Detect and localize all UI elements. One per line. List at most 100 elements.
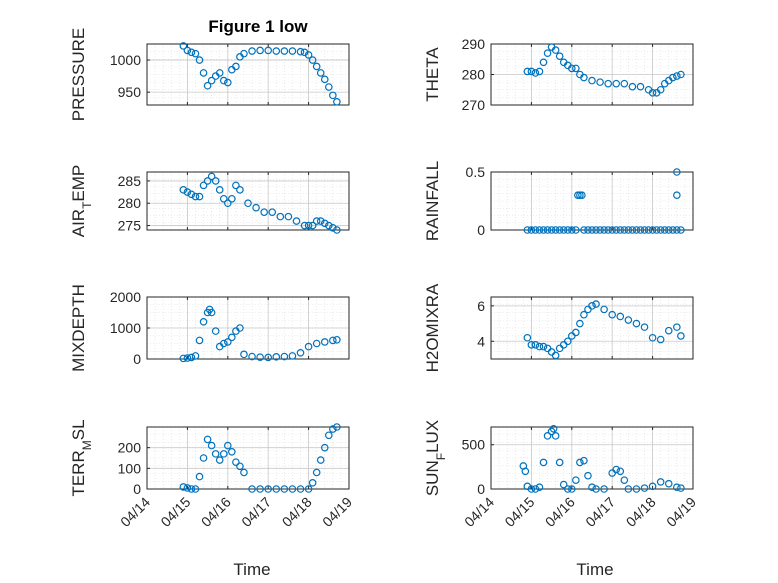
data-point [523, 333, 532, 342]
data-point [308, 478, 317, 487]
data-point [264, 485, 273, 493]
data-point [292, 217, 301, 225]
data-point [179, 354, 188, 363]
data-point [312, 217, 321, 225]
data-point [333, 335, 341, 344]
data-point [316, 456, 325, 464]
data-point [563, 337, 572, 346]
data-point [228, 333, 236, 342]
data-point [320, 443, 329, 452]
data-point [316, 217, 325, 225]
data-point [673, 168, 681, 176]
data-point [207, 76, 216, 85]
data-point [252, 203, 260, 212]
data-point [304, 342, 313, 351]
data-point [211, 177, 220, 185]
data-point [187, 48, 196, 57]
data-point [656, 478, 665, 486]
x-tick-label: 04/17 [238, 494, 274, 530]
data-point [203, 81, 212, 90]
data-point [588, 302, 596, 310]
data-point [596, 78, 604, 86]
data-point [527, 67, 536, 76]
data-point [288, 485, 297, 493]
x-axis-label-left: Time [233, 560, 270, 579]
data-point [648, 226, 657, 234]
data-point [244, 199, 252, 208]
data-point [612, 226, 621, 234]
data-point [195, 56, 204, 64]
subplot-h2omixra: 4 6 H2OMIXRA [423, 283, 694, 372]
data-point [191, 352, 200, 360]
data-point [572, 226, 580, 234]
data-point [604, 79, 612, 88]
data-point [329, 425, 337, 433]
y-tick-label: 270 [462, 97, 486, 113]
data-point [207, 172, 216, 181]
subplot-sun: 04/14 04/15 04/16 04/17 04/18 04/19 0 500 SUNFLU… [423, 420, 699, 530]
data-point [523, 226, 532, 234]
subplot-theta: 270 280 290 THETA [423, 36, 694, 113]
data-point [535, 226, 544, 234]
data-point [628, 226, 637, 234]
data-point [616, 226, 625, 234]
data-point [187, 190, 196, 199]
data-point [656, 226, 665, 234]
data-point [668, 226, 677, 234]
axes-box [490, 296, 694, 360]
data-point [312, 468, 321, 477]
y-tick-label: 4 [477, 333, 485, 349]
x-tick-label: 04/15 [501, 494, 537, 530]
x-tick-label: 04/15 [157, 494, 193, 530]
data-point [648, 333, 657, 342]
data-point [596, 226, 604, 234]
y-tick-label: 280 [462, 67, 486, 83]
y-axis-label: PRESSURE [69, 28, 88, 122]
data-point [228, 194, 236, 203]
data-point [620, 226, 629, 234]
data-point [195, 472, 204, 481]
data-point [333, 423, 341, 431]
data-point [656, 85, 665, 94]
data-point [580, 73, 588, 82]
data-point [240, 49, 248, 58]
data-point [320, 75, 329, 84]
y-tick-label: 275 [118, 218, 142, 234]
data-point [179, 483, 188, 491]
data-point [203, 435, 212, 444]
data-point [547, 348, 556, 356]
y-tick-label: 280 [118, 195, 142, 211]
data-point [620, 476, 629, 484]
data-point [228, 447, 236, 456]
data-point [531, 485, 540, 493]
data-point [232, 181, 240, 190]
data-point [187, 485, 196, 493]
x-tick-label: 04/16 [542, 494, 578, 530]
x-axis-label-right: Time [576, 560, 613, 579]
data-point [640, 323, 649, 331]
data-point [636, 226, 645, 234]
data-point [535, 342, 544, 351]
data-point [559, 480, 568, 489]
data-point [219, 76, 228, 85]
data-point [288, 47, 297, 55]
x-tick-label: 04/18 [279, 494, 315, 530]
y-axis-label: MIXDEPTH [69, 284, 88, 372]
y-tick-label: 0 [133, 351, 141, 367]
data-point [628, 82, 637, 91]
data-point [272, 485, 281, 493]
data-point [215, 186, 224, 194]
y-axis-label: TERRMSL [69, 419, 94, 496]
y-tick-label: 2000 [110, 289, 141, 305]
data-point [580, 226, 588, 234]
data-point [578, 191, 586, 200]
subplot-rainfall: 0 0.5 RAINFALL [423, 161, 694, 241]
data-point [329, 336, 337, 345]
data-point [280, 47, 289, 55]
data-point [183, 484, 192, 492]
data-point [280, 485, 289, 493]
data-point [523, 67, 532, 76]
data-point [312, 62, 321, 71]
data-point [296, 47, 305, 56]
data-point [236, 186, 244, 194]
